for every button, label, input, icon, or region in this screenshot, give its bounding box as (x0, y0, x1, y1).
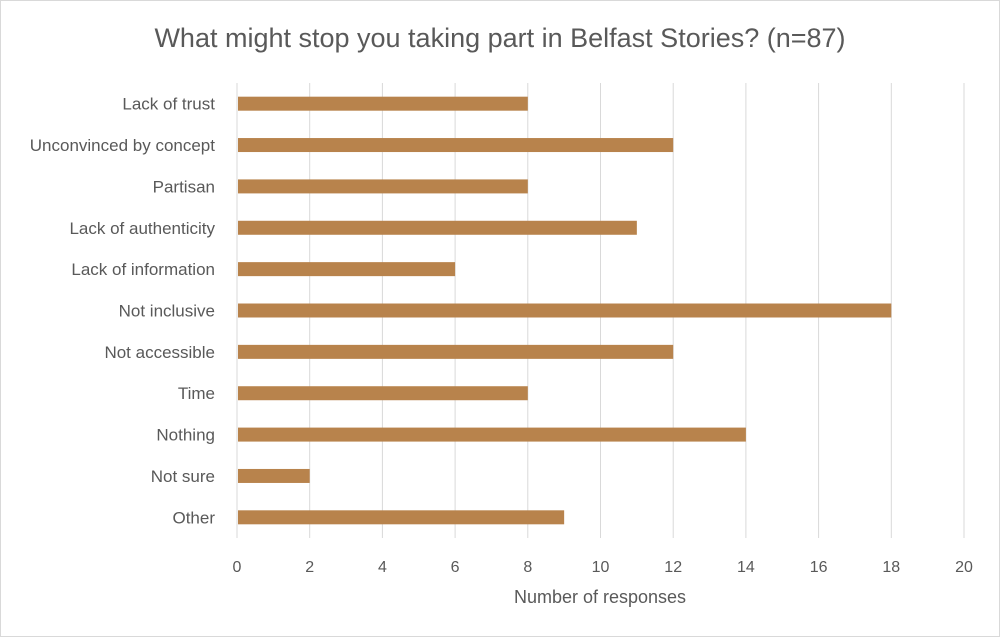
category-label: Lack of information (71, 260, 215, 279)
x-tick-label: 0 (233, 559, 242, 576)
x-tick-label: 8 (523, 559, 532, 576)
category-label: Not inclusive (119, 302, 215, 321)
category-labels: Lack of trust Unconvinced by concept Parti… (30, 95, 216, 528)
bar (238, 179, 528, 194)
category-label: Unconvinced by concept (30, 136, 216, 155)
x-tick-label: 6 (451, 559, 460, 576)
bar (238, 510, 565, 525)
bar (238, 138, 674, 153)
bar (238, 220, 637, 235)
x-tick-label: 16 (810, 559, 828, 576)
category-label: Nothing (156, 426, 215, 445)
category-label: Not sure (151, 467, 215, 486)
bars (238, 96, 892, 525)
category-label: Partisan (153, 177, 215, 196)
category-label: Lack of trust (122, 95, 215, 114)
chart-title: What might stop you taking part in Belfa… (154, 23, 845, 53)
category-label: Lack of authenticity (69, 219, 215, 238)
x-tick-label: 4 (378, 559, 387, 576)
bar (238, 386, 528, 401)
x-tick-label: 18 (882, 559, 900, 576)
category-label: Time (178, 384, 215, 403)
bar (238, 468, 310, 483)
bar (238, 96, 528, 111)
category-label: Not accessible (104, 343, 215, 362)
bar (238, 303, 892, 318)
category-label: Other (172, 508, 215, 527)
x-tick-label: 20 (955, 559, 973, 576)
bar (238, 427, 746, 442)
x-axis-ticks: 0 2 4 6 8 10 12 14 16 18 20 (233, 559, 973, 576)
x-tick-label: 10 (592, 559, 610, 576)
x-tick-label: 12 (664, 559, 682, 576)
bar (238, 344, 674, 359)
x-axis-title: Number of responses (514, 587, 686, 607)
bar (238, 262, 456, 277)
x-tick-label: 14 (737, 559, 755, 576)
x-tick-label: 2 (305, 559, 314, 576)
